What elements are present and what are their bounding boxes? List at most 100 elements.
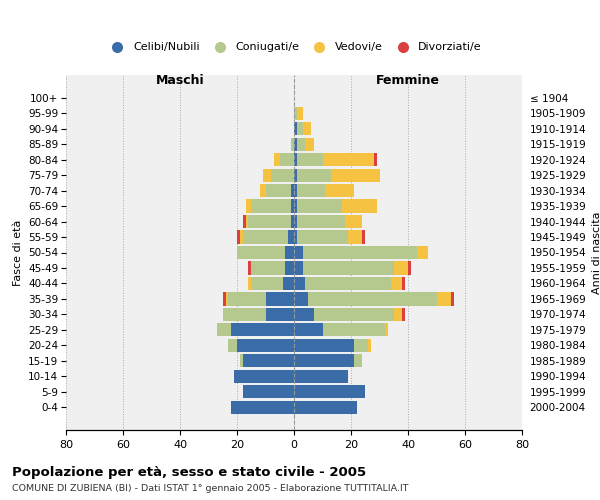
Bar: [294, 308, 314, 321]
Bar: [294, 246, 302, 259]
Bar: [242, 385, 294, 398]
Bar: [354, 339, 368, 352]
Bar: [294, 230, 297, 243]
Bar: [294, 292, 308, 306]
Bar: [234, 370, 294, 383]
Bar: [251, 277, 283, 290]
Bar: [294, 200, 297, 212]
Bar: [394, 262, 408, 274]
Bar: [265, 292, 294, 306]
Bar: [223, 308, 265, 321]
Bar: [286, 262, 294, 274]
Bar: [232, 400, 294, 414]
Bar: [280, 153, 294, 166]
Bar: [294, 324, 323, 336]
Bar: [297, 230, 348, 243]
Bar: [297, 138, 305, 150]
Bar: [243, 215, 245, 228]
Bar: [403, 277, 405, 290]
Bar: [294, 354, 354, 368]
Bar: [289, 230, 294, 243]
Bar: [229, 339, 237, 352]
Bar: [408, 262, 411, 274]
Bar: [217, 324, 232, 336]
Bar: [226, 292, 229, 306]
Bar: [331, 168, 380, 181]
Bar: [297, 153, 323, 166]
Bar: [297, 122, 302, 136]
Bar: [294, 400, 356, 414]
Bar: [294, 138, 297, 150]
Bar: [291, 200, 294, 212]
Bar: [325, 184, 354, 197]
Bar: [374, 153, 377, 166]
Bar: [240, 230, 242, 243]
Bar: [294, 339, 354, 352]
Bar: [305, 277, 391, 290]
Bar: [294, 122, 297, 136]
Bar: [251, 262, 286, 274]
Bar: [403, 308, 405, 321]
Bar: [260, 184, 265, 197]
Bar: [294, 153, 297, 166]
Bar: [394, 308, 403, 321]
Bar: [237, 246, 286, 259]
Bar: [294, 277, 305, 290]
Text: Femmine: Femmine: [376, 74, 440, 87]
Bar: [274, 153, 280, 166]
Bar: [291, 184, 294, 197]
Bar: [243, 230, 289, 243]
Bar: [362, 230, 365, 243]
Bar: [385, 324, 388, 336]
Bar: [283, 277, 294, 290]
Bar: [294, 370, 348, 383]
Bar: [323, 153, 374, 166]
Bar: [291, 215, 294, 228]
Bar: [265, 308, 294, 321]
Bar: [248, 215, 291, 228]
Bar: [348, 230, 362, 243]
Bar: [294, 106, 297, 120]
Text: COMUNE DI ZUBIENA (BI) - Dati ISTAT 1° gennaio 2005 - Elaborazione TUTTITALIA.IT: COMUNE DI ZUBIENA (BI) - Dati ISTAT 1° g…: [12, 484, 409, 493]
Bar: [245, 215, 248, 228]
Bar: [368, 339, 371, 352]
Bar: [294, 215, 297, 228]
Bar: [302, 262, 394, 274]
Bar: [314, 308, 394, 321]
Bar: [237, 230, 240, 243]
Bar: [265, 184, 291, 197]
Y-axis label: Anni di nascita: Anni di nascita: [592, 211, 600, 294]
Bar: [294, 385, 365, 398]
Bar: [297, 184, 325, 197]
Bar: [297, 168, 331, 181]
Bar: [297, 106, 302, 120]
Bar: [263, 168, 271, 181]
Bar: [297, 215, 346, 228]
Bar: [245, 200, 251, 212]
Bar: [308, 292, 437, 306]
Bar: [323, 324, 385, 336]
Bar: [354, 354, 362, 368]
Bar: [232, 324, 294, 336]
Bar: [294, 184, 297, 197]
Bar: [229, 292, 265, 306]
Bar: [302, 246, 416, 259]
Bar: [294, 262, 302, 274]
Bar: [294, 168, 297, 181]
Y-axis label: Fasce di età: Fasce di età: [13, 220, 23, 286]
Bar: [286, 246, 294, 259]
Bar: [242, 354, 294, 368]
Bar: [391, 277, 402, 290]
Bar: [297, 200, 343, 212]
Bar: [223, 292, 226, 306]
Bar: [451, 292, 454, 306]
Bar: [305, 138, 314, 150]
Text: Maschi: Maschi: [155, 74, 205, 87]
Bar: [343, 200, 377, 212]
Bar: [237, 339, 294, 352]
Text: Popolazione per età, sesso e stato civile - 2005: Popolazione per età, sesso e stato civil…: [12, 466, 366, 479]
Bar: [416, 246, 428, 259]
Bar: [302, 122, 311, 136]
Bar: [346, 215, 362, 228]
Bar: [240, 354, 242, 368]
